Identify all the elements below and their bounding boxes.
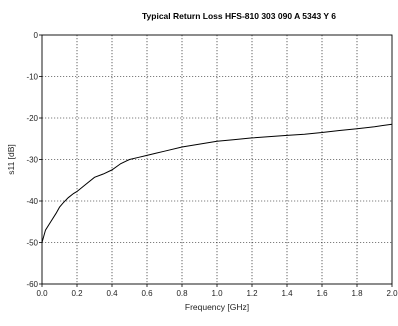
axis-ticks: 0.0 0.2 0.4 0.6 0.8 1.0 1.2 1.4 1.6 1.8 2.0 0 -10 -20… — [26, 31, 398, 298]
y-tick-label: -10 — [26, 73, 38, 82]
y-tick-label: -50 — [26, 239, 38, 248]
y-tick-label: -40 — [26, 197, 38, 206]
x-tick-label: 1.4 — [281, 289, 293, 298]
y-tick-label: -60 — [26, 280, 38, 289]
x-tick-label: 0.2 — [71, 289, 83, 298]
y-axis-label: s11 [dB] — [6, 144, 16, 175]
x-tick-label: 0.8 — [176, 289, 188, 298]
x-tick-label: 0.4 — [106, 289, 118, 298]
series-layer — [41, 123, 393, 243]
x-tick-label: 1.6 — [316, 289, 328, 298]
x-tick-label: 0.6 — [141, 289, 153, 298]
x-tick-label: 1.2 — [246, 289, 258, 298]
y-tick-label: -30 — [26, 156, 38, 165]
s11-line — [41, 123, 393, 243]
x-tick-label: 0.0 — [36, 289, 48, 298]
x-tick-label: 1.0 — [211, 289, 223, 298]
x-tick-label: 2.0 — [386, 289, 398, 298]
chart-title: Typical Return Loss HFS-810 303 090 A 53… — [142, 11, 336, 21]
y-tick-label: -20 — [26, 114, 38, 123]
y-tick-label: 0 — [34, 31, 39, 40]
grid-lines — [42, 35, 392, 284]
x-tick-label: 1.8 — [351, 289, 363, 298]
x-axis-label: Frequency [GHz] — [185, 302, 249, 312]
